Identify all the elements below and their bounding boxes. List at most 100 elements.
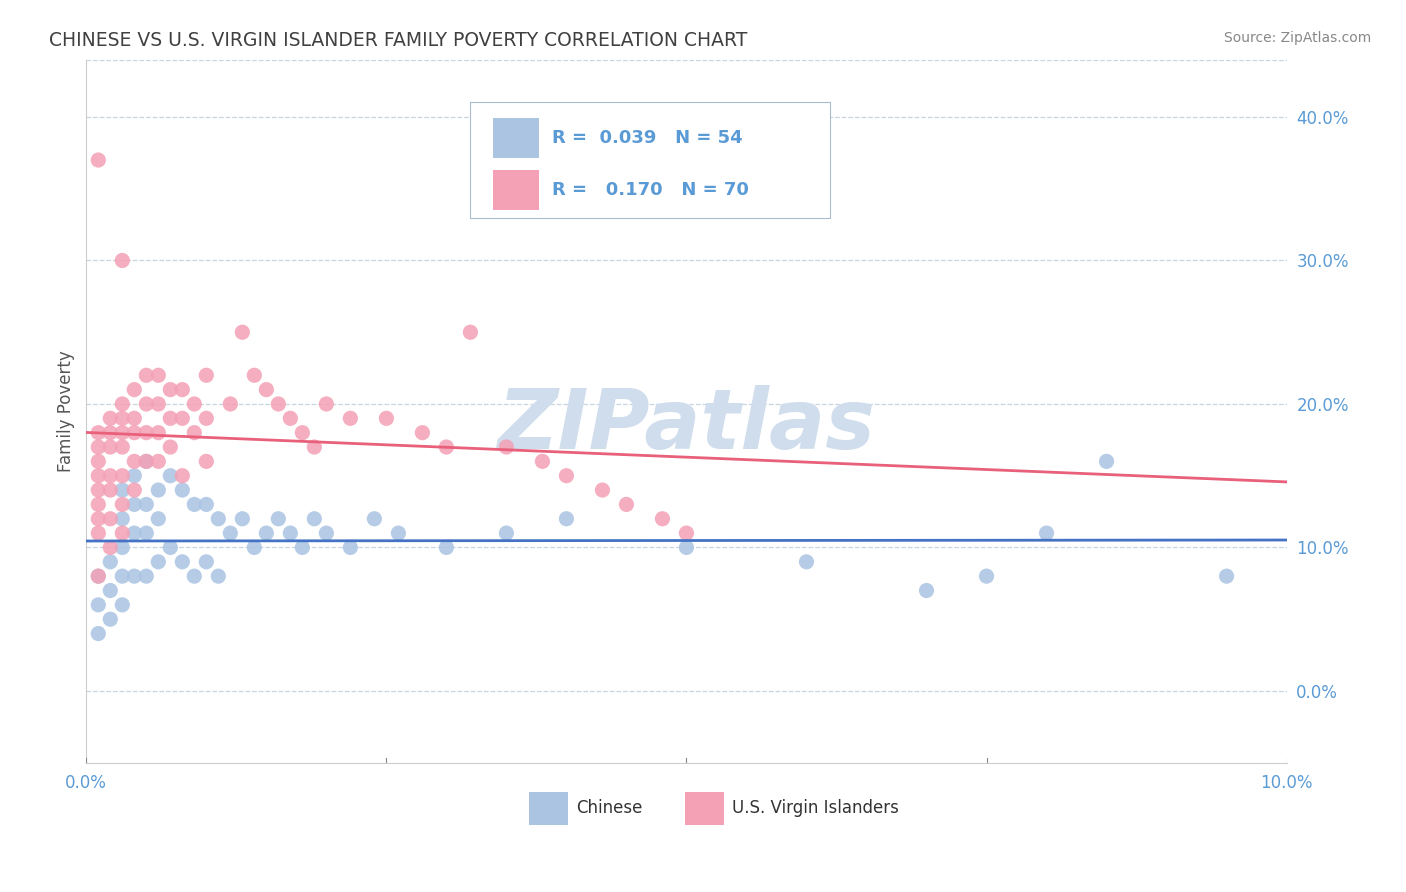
Point — [675, 526, 697, 541]
Point — [291, 425, 314, 440]
Point — [98, 512, 121, 526]
Point — [148, 483, 170, 497]
FancyBboxPatch shape — [494, 170, 538, 211]
Point — [148, 555, 170, 569]
Point — [135, 569, 157, 583]
Point — [98, 483, 121, 497]
Point — [183, 569, 205, 583]
Point — [135, 454, 157, 468]
Point — [915, 583, 938, 598]
Point — [111, 526, 134, 541]
Point — [111, 468, 134, 483]
Point — [1035, 526, 1057, 541]
Point — [124, 483, 146, 497]
Y-axis label: Family Poverty: Family Poverty — [58, 351, 75, 472]
Text: R =  0.039   N = 54: R = 0.039 N = 54 — [553, 129, 742, 147]
Point — [183, 497, 205, 511]
Point — [1215, 569, 1237, 583]
Point — [172, 555, 194, 569]
Point — [172, 468, 194, 483]
Point — [291, 541, 314, 555]
FancyBboxPatch shape — [494, 118, 538, 158]
Point — [207, 569, 229, 583]
Point — [555, 468, 578, 483]
Point — [495, 526, 517, 541]
Point — [195, 454, 218, 468]
Point — [495, 440, 517, 454]
Point — [87, 626, 110, 640]
Point — [243, 368, 266, 383]
Point — [231, 325, 253, 339]
Point — [124, 497, 146, 511]
Point — [124, 526, 146, 541]
Point — [219, 397, 242, 411]
Point — [87, 598, 110, 612]
Point — [159, 383, 181, 397]
Point — [87, 497, 110, 511]
Point — [339, 541, 361, 555]
Point — [135, 425, 157, 440]
Point — [1095, 454, 1118, 468]
FancyBboxPatch shape — [471, 102, 831, 218]
Point — [339, 411, 361, 425]
Point — [148, 397, 170, 411]
Point — [87, 569, 110, 583]
Point — [254, 526, 277, 541]
Point — [111, 440, 134, 454]
Point — [616, 497, 638, 511]
Point — [411, 425, 433, 440]
Point — [135, 454, 157, 468]
Point — [111, 497, 134, 511]
Point — [98, 612, 121, 626]
Point — [304, 512, 326, 526]
Point — [460, 325, 482, 339]
Point — [243, 541, 266, 555]
Point — [98, 411, 121, 425]
Point — [267, 512, 290, 526]
Point — [87, 153, 110, 167]
Point — [98, 583, 121, 598]
Point — [111, 541, 134, 555]
FancyBboxPatch shape — [685, 792, 724, 825]
Point — [111, 425, 134, 440]
Point — [87, 483, 110, 497]
Point — [87, 440, 110, 454]
Point — [98, 555, 121, 569]
Point — [195, 411, 218, 425]
Point — [315, 526, 337, 541]
FancyBboxPatch shape — [529, 792, 568, 825]
Point — [135, 397, 157, 411]
Text: ZIPatlas: ZIPatlas — [498, 384, 876, 466]
Text: Source: ZipAtlas.com: Source: ZipAtlas.com — [1223, 31, 1371, 45]
Point — [159, 440, 181, 454]
Point — [98, 440, 121, 454]
Point — [434, 440, 457, 454]
Point — [135, 526, 157, 541]
Point — [183, 425, 205, 440]
Point — [315, 397, 337, 411]
Point — [111, 411, 134, 425]
Point — [976, 569, 998, 583]
Point — [87, 512, 110, 526]
Text: R =   0.170   N = 70: R = 0.170 N = 70 — [553, 181, 749, 199]
Point — [87, 454, 110, 468]
Point — [98, 425, 121, 440]
Point — [195, 368, 218, 383]
Point — [87, 569, 110, 583]
Text: U.S. Virgin Islanders: U.S. Virgin Islanders — [733, 799, 898, 817]
Point — [280, 411, 302, 425]
Point — [172, 383, 194, 397]
Text: Chinese: Chinese — [576, 799, 643, 817]
Point — [675, 541, 697, 555]
Point — [124, 411, 146, 425]
Point — [87, 526, 110, 541]
Point — [148, 512, 170, 526]
Point — [375, 411, 398, 425]
Point — [254, 383, 277, 397]
Point — [304, 440, 326, 454]
Point — [87, 425, 110, 440]
Point — [124, 454, 146, 468]
Point — [172, 483, 194, 497]
Point — [796, 555, 818, 569]
Point — [434, 541, 457, 555]
